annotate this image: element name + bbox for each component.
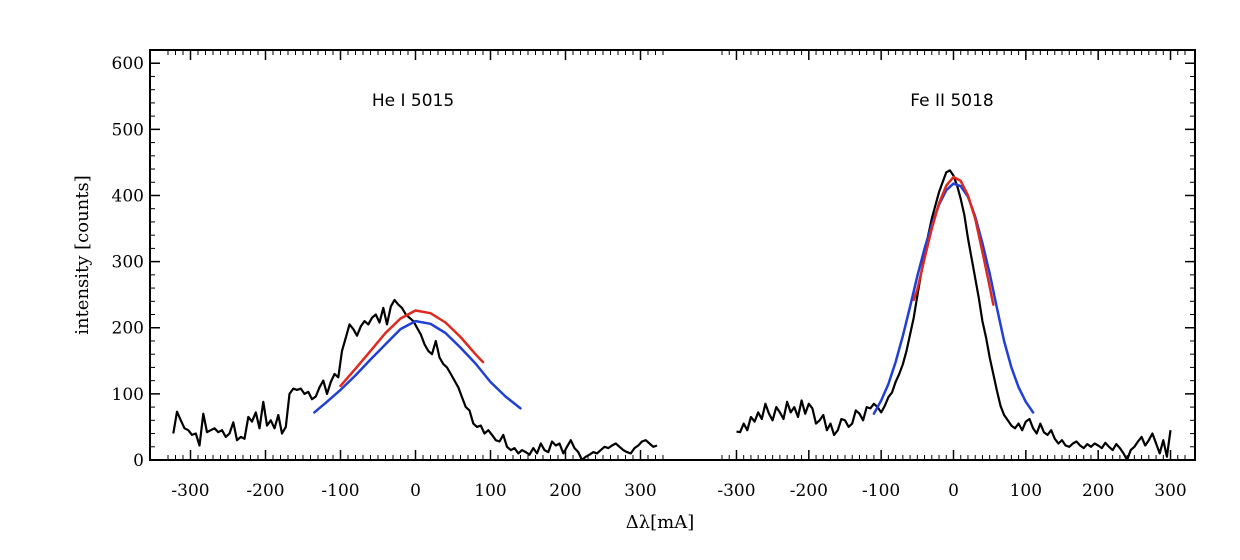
y-tick-label: 100 bbox=[112, 385, 144, 405]
x-tick-label: 0 bbox=[410, 481, 421, 501]
y-tick-label: 200 bbox=[112, 319, 144, 339]
plot-frame bbox=[149, 49, 1196, 461]
y-tick-label: 500 bbox=[112, 120, 144, 140]
x-tick-label: -100 bbox=[321, 481, 359, 501]
he-fit-red-line bbox=[339, 309, 485, 388]
x-tick-label: -300 bbox=[717, 481, 755, 501]
he-fit-blue-line bbox=[313, 319, 522, 414]
axes-layer: 0 100 200 300 400 500 600 -300 -200 -100 0 100 200 30… bbox=[112, 50, 1195, 501]
x-tick-label: 200 bbox=[549, 481, 581, 501]
x-axis-title: Δλ[mA] bbox=[626, 512, 695, 533]
y-tick-label: 300 bbox=[112, 253, 144, 273]
he-observed-line bbox=[172, 298, 658, 462]
x-tick-label: 300 bbox=[1154, 481, 1186, 501]
y-tick-label: 400 bbox=[112, 186, 144, 206]
x-tick-label: 200 bbox=[1082, 481, 1114, 501]
panel-label-fe: Fe II 5018 bbox=[910, 91, 993, 111]
y-axis-title: intensity [counts] bbox=[72, 175, 93, 335]
x-tick-label: 100 bbox=[1010, 481, 1042, 501]
x-tick-label: 0 bbox=[948, 481, 959, 501]
x-tick-label: -200 bbox=[246, 481, 284, 501]
x-tick-label: -300 bbox=[171, 481, 209, 501]
fe-fit-red-line bbox=[912, 175, 995, 306]
series-layer bbox=[172, 169, 1172, 462]
x-tick-label: -200 bbox=[790, 481, 828, 501]
x-tick-label: -100 bbox=[862, 481, 900, 501]
y-tick-label: 600 bbox=[112, 54, 144, 74]
fe-fit-blue-line bbox=[872, 182, 1035, 415]
fe-observed-line bbox=[736, 169, 1172, 462]
panel-label-he: He I 5015 bbox=[372, 91, 454, 111]
y-tick-label: 0 bbox=[133, 451, 144, 471]
x-tick-label: 300 bbox=[624, 481, 656, 501]
x-tick-label: 100 bbox=[474, 481, 506, 501]
